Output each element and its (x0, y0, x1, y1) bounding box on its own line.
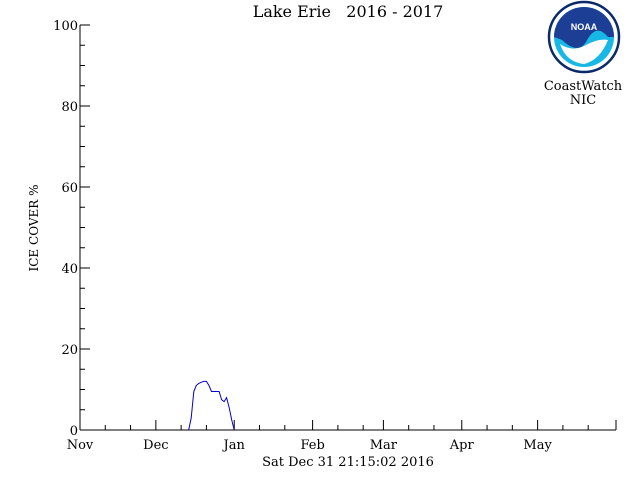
y-tick-label: 20 (61, 343, 78, 358)
noaa-logo: NOAA (547, 0, 621, 74)
chart-title: Lake Erie 2016 - 2017 (253, 2, 444, 21)
y-tick-label: 60 (61, 181, 78, 196)
x-tick-label: Jan (222, 438, 246, 453)
timestamp-caption: Sat Dec 31 21:15:02 2016 (262, 455, 434, 470)
ice-cover-series-line (188, 380, 235, 431)
noaa-logo-text: NOAA (571, 22, 598, 32)
y-tick-label: 100 (53, 19, 78, 34)
org-unit: NIC (570, 93, 597, 108)
x-tick-label: May (523, 438, 552, 453)
y-ticks: 0 20 40 60 80 100 (53, 19, 90, 439)
org-name: CoastWatch (544, 79, 623, 94)
y-tick-label: 40 (61, 262, 78, 277)
x-tick-label: Dec (143, 438, 168, 453)
y-tick-label: 80 (61, 100, 78, 115)
x-tick-label: Nov (67, 438, 94, 453)
y-axis-label: ICE COVER % (27, 185, 41, 272)
plot-axes (79, 25, 616, 431)
y-tick-label: 0 (70, 424, 78, 439)
series-group (188, 380, 235, 431)
x-ticks: Nov Dec Jan Feb Mar Apr May (67, 420, 617, 453)
x-tick-label: Apr (449, 438, 475, 453)
x-tick-label: Feb (300, 438, 324, 453)
x-tick-label: Mar (370, 438, 398, 453)
